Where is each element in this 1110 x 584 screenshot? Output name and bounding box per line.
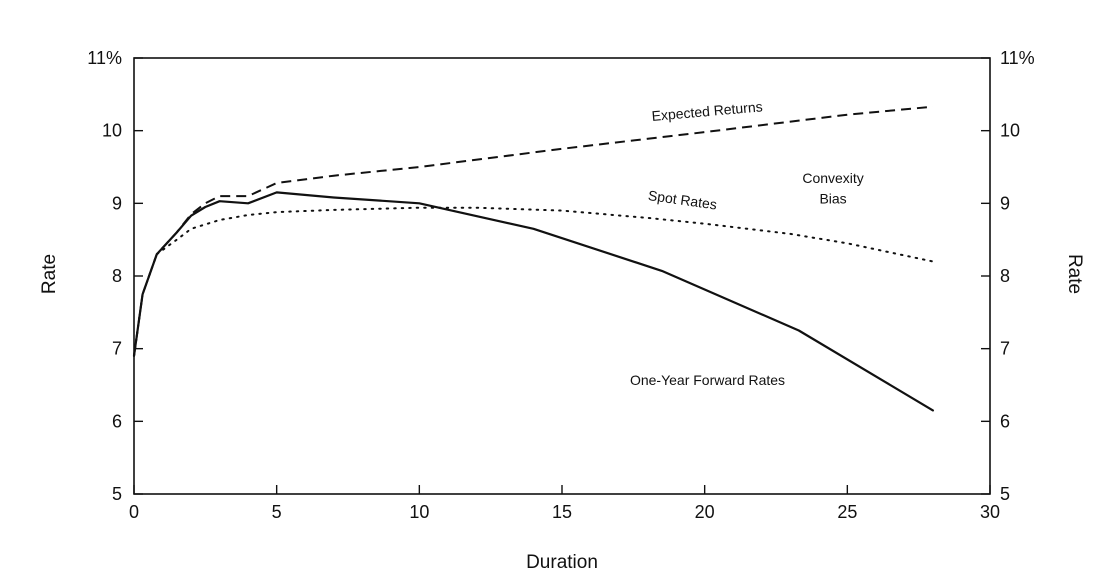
y-tick-label-right: 8 xyxy=(1000,266,1010,286)
annotation-label: Bias xyxy=(819,190,846,206)
y-tick-label-left: 7 xyxy=(112,339,122,359)
y-tick-label-left: 10 xyxy=(102,121,122,141)
y-tick-label-right: 6 xyxy=(1000,411,1010,431)
x-tick-label: 5 xyxy=(272,502,282,522)
plot-frame xyxy=(133,57,991,495)
y-tick-label-right: 5 xyxy=(1000,484,1010,504)
x-tick-label: 20 xyxy=(695,502,715,522)
y-tick-label-left: 11% xyxy=(87,48,122,68)
annotation-label: One-Year Forward Rates xyxy=(630,372,785,388)
annotation-label: Expected Returns xyxy=(651,98,763,124)
y-tick-label-left: 5 xyxy=(112,484,122,504)
y-tick-label-right: 7 xyxy=(1000,339,1010,359)
series-line-spot-rates xyxy=(133,206,934,357)
x-tick-label: 0 xyxy=(129,502,139,522)
x-tick-label: 30 xyxy=(980,502,1000,522)
x-tick-label: 10 xyxy=(409,502,429,522)
annotations: Expected Returns Spot Rates Convexity Bias O… xyxy=(630,98,864,388)
x-tick-label: 15 xyxy=(552,502,572,522)
y-axis-title-right: Rate xyxy=(1064,254,1085,294)
annotation-label: Spot Rates xyxy=(647,187,718,212)
y-tick-label-right: 10 xyxy=(1000,121,1020,141)
series-line-expected-returns xyxy=(133,105,933,357)
y-tick-label-left: 8 xyxy=(112,266,122,286)
series-lines xyxy=(132,105,935,412)
series-line-one-year-forward-rates xyxy=(132,191,935,412)
y-tick-label-right: 11% xyxy=(1000,48,1035,68)
axes xyxy=(133,57,991,495)
annotation-label: Convexity xyxy=(802,170,863,186)
x-axis-title: Duration xyxy=(526,552,598,573)
y-tick-label-left: 6 xyxy=(112,411,122,431)
y-axis-title-left: Rate xyxy=(39,254,60,294)
x-tick-label: 25 xyxy=(837,502,857,522)
y-tick-label-right: 9 xyxy=(1000,193,1010,213)
y-tick-label-left: 9 xyxy=(112,193,122,213)
